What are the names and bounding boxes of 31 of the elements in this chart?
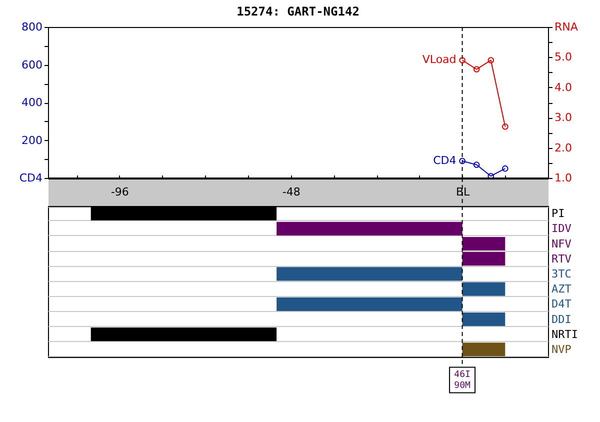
y2-tick-label: 3.0 [554,111,572,124]
y-tick-label: RTV [552,252,572,266]
y2-tick-label: 1.0 [554,172,572,184]
y-tick-label: DDI [552,312,572,326]
y-tick-label: IDV [552,222,572,236]
x-tick-label: BL [456,186,470,198]
y-tick-label: CD4 [19,172,42,184]
chart-title: 15274: GART-NG142 [236,4,360,18]
x-tick-label: -48 [282,186,300,198]
y-tick-label: NFV [552,237,572,250]
point [488,57,494,64]
y2-tick-label: 4.0 [554,80,572,94]
y2-tick-label: 2.0 [554,141,572,154]
y-tick-label: D4T [552,298,572,311]
y2-tick-label: 5.0 [554,50,572,64]
y-tick-label: NRTI [552,328,578,341]
y-tick-label: NVP [552,342,572,356]
series-label: VLoad [422,53,456,66]
ref-line-label: 46I 90M [454,370,471,391]
point [473,66,480,72]
y2-tick-label: RNA [554,20,578,34]
x-tick-label: -96 [110,186,129,198]
y-tick-label: AZT [552,282,572,296]
y-tick-label: 800 [22,20,42,34]
point [473,162,480,168]
y-tick-label: 3TC [552,267,572,280]
y-tick-label: 600 [22,58,42,72]
y-tick-label: 200 [22,134,42,147]
series-label: CD4 [433,154,456,168]
y-tick-label: PI [552,207,565,220]
y-tick-label: 400 [22,96,42,109]
